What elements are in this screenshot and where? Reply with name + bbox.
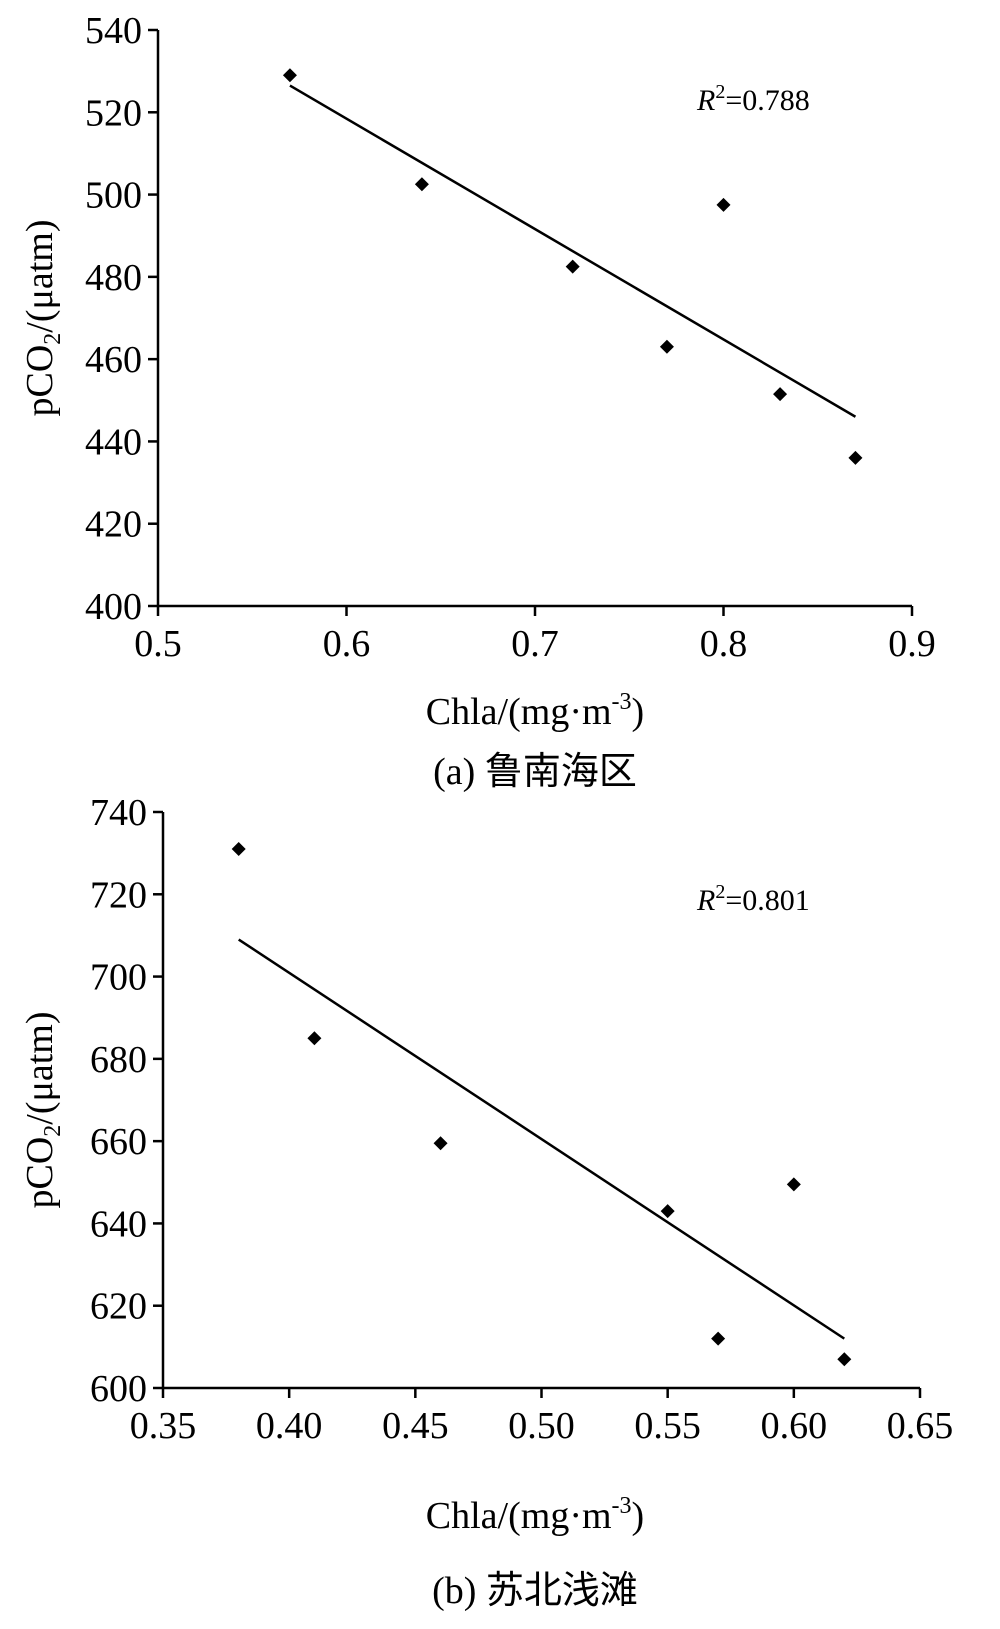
r-squared-annotation-a: R2=0.788 (696, 81, 810, 117)
y-tick-label: 440 (85, 421, 142, 463)
x-tick-label: 0.50 (508, 1405, 575, 1447)
x-axis-label-b: Chla/(mg·m-3) (426, 1493, 644, 1537)
x-axis-label-a: Chla/(mg·m-3) (426, 689, 644, 733)
axes-a (148, 28, 914, 616)
y-tick-label: 400 (85, 586, 142, 628)
y-tick-label: 720 (90, 874, 147, 916)
r-symbol: R (696, 884, 715, 917)
x-tick-label: 0.45 (382, 1405, 449, 1447)
x-tick-label: 0.6 (323, 623, 371, 665)
r-squared-annotation-b: R2=0.801 (696, 881, 810, 917)
caption-a: (a) 鲁南海区 (433, 751, 637, 793)
x-tick-label: 0.60 (761, 1405, 828, 1447)
x-tick-label: 0.7 (511, 623, 559, 665)
y-tick-labels-b: 600 620 640 660 680 700 720 740 (90, 792, 147, 1410)
y-tick-label: 640 (90, 1203, 147, 1245)
x-tick-labels-b: 0.35 0.40 0.45 0.50 0.55 0.60 0.65 (130, 1405, 954, 1447)
caption-b: (b) 苏北浅滩 (432, 1570, 638, 1612)
y-tick-label: 700 (90, 957, 147, 999)
data-point (414, 177, 429, 192)
data-point (307, 1031, 322, 1046)
data-point (659, 339, 674, 354)
x-tick-label: 0.65 (887, 1405, 954, 1447)
y-axis-label-a: pCO2/(μatm) (19, 219, 66, 416)
data-point (837, 1352, 852, 1367)
r-superscript: 2 (715, 881, 725, 903)
y-tick-label: 480 (85, 257, 142, 299)
y-tick-label: 520 (85, 92, 142, 134)
data-point (282, 68, 297, 83)
x-tick-label: 0.35 (130, 1405, 197, 1447)
y-tick-label: 680 (90, 1039, 147, 1081)
data-point (848, 450, 863, 465)
y-tick-label: 420 (85, 504, 142, 546)
y-axis-label-b: pCO2/(μatm) (19, 1011, 66, 1208)
r-symbol: R (696, 84, 715, 117)
y-tick-label: 540 (85, 10, 142, 52)
r-superscript: 2 (715, 81, 725, 103)
r-squared-value: =0.801 (725, 884, 809, 917)
x-tick-label: 0.55 (634, 1405, 701, 1447)
data-point (786, 1177, 801, 1192)
data-points-a (282, 68, 863, 465)
axes-b (153, 810, 922, 1398)
x-tick-labels-a: 0.5 0.6 0.7 0.8 0.9 (134, 623, 936, 665)
r-squared-value: =0.788 (725, 84, 809, 117)
y-tick-label: 460 (85, 339, 142, 381)
data-point (711, 1331, 726, 1346)
x-tick-label: 0.9 (888, 623, 936, 665)
data-points-b (231, 842, 852, 1367)
data-point (565, 259, 580, 274)
data-point (660, 1204, 675, 1219)
data-point (433, 1136, 448, 1151)
y-tick-label: 500 (85, 175, 142, 217)
trendline-a (289, 84, 857, 418)
chart-panel-b: 600 620 640 660 680 700 720 740 0.35 0.40 0.45 0.5… (19, 792, 953, 1612)
y-tick-label: 620 (90, 1286, 147, 1328)
y-tick-label: 600 (90, 1368, 147, 1410)
chart-panel-a: 400 420 440 460 480 500 520 540 0.5 0.6 0.7 0.8 0.9… (19, 10, 936, 793)
data-point (773, 387, 788, 402)
x-tick-label: 0.5 (134, 623, 182, 665)
y-tick-label: 660 (90, 1121, 147, 1163)
data-point (716, 197, 731, 212)
x-tick-label: 0.8 (700, 623, 748, 665)
data-point (231, 842, 246, 857)
y-tick-label: 740 (90, 792, 147, 834)
y-tick-labels-a: 400 420 440 460 480 500 520 540 (85, 10, 142, 628)
x-tick-label: 0.40 (256, 1405, 323, 1447)
trendline-b (238, 938, 845, 1340)
